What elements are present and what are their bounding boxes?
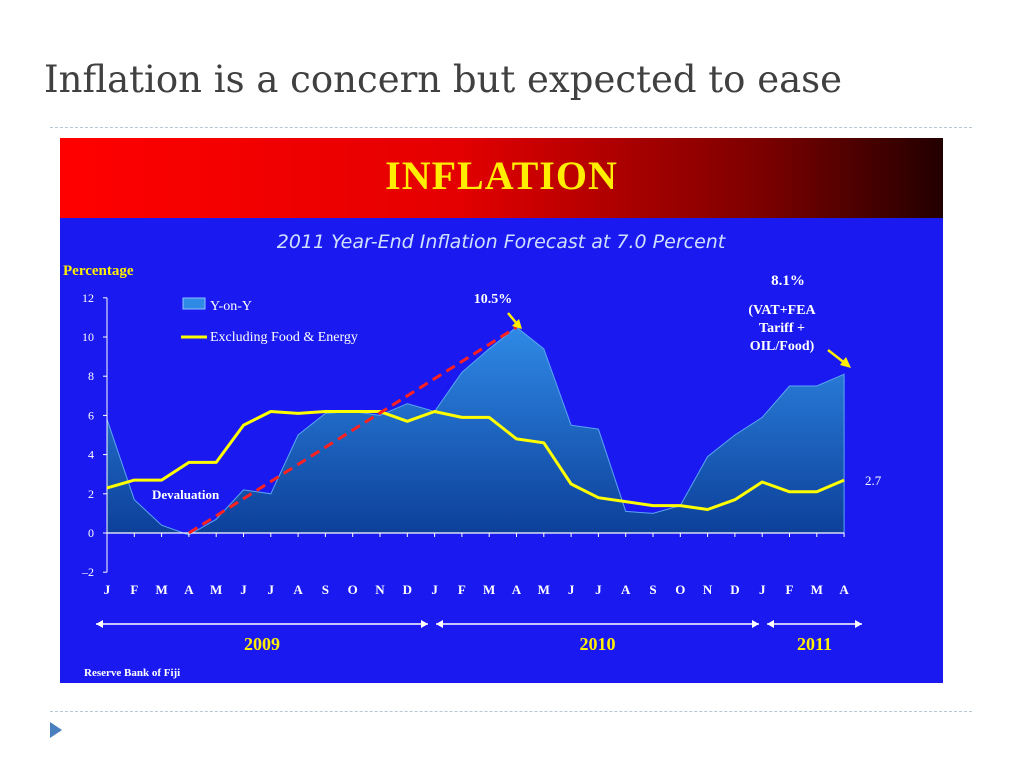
year-range-arrow-left-icon — [96, 620, 103, 628]
legend-yony-label: Y-on-Y — [210, 299, 252, 314]
x-tick-label: M — [538, 582, 550, 597]
year-range-arrow-right-icon — [752, 620, 759, 628]
x-tick-label: M — [483, 582, 495, 597]
x-tick-label: M — [210, 582, 222, 597]
year-range-arrow-left-icon — [767, 620, 774, 628]
source-label: Reserve Bank of Fiji — [84, 667, 180, 679]
top-divider — [50, 127, 972, 128]
inflation-banner: INFLATION — [60, 138, 943, 218]
x-tick-label: O — [675, 582, 685, 597]
x-tick-label: J — [240, 582, 247, 597]
x-tick-label: J — [759, 582, 766, 597]
year-label: 2009 — [244, 634, 280, 654]
core-inflation-line — [106, 410, 845, 511]
core-end-label: 2.7 — [865, 473, 882, 488]
y-tick-label: 6 — [88, 408, 94, 422]
banner-title: INFLATION — [385, 153, 618, 198]
yony-area — [106, 326, 845, 536]
latest-annotation-line4: OIL/Food) — [750, 339, 815, 354]
x-tick-label: M — [811, 582, 823, 597]
x-tick-label: A — [293, 582, 303, 597]
y-tick-label: –2 — [81, 565, 94, 579]
bullet-triangle-icon — [50, 722, 62, 738]
devaluation-label: Devaluation — [152, 487, 220, 502]
devaluation-trend-line — [188, 325, 518, 535]
y-tick-label: 12 — [82, 291, 94, 305]
x-tick-label: A — [621, 582, 631, 597]
slide-title: Inflation is a concern but expected to e… — [44, 58, 843, 101]
peak-arrow-head-icon — [512, 319, 522, 329]
latest-annotation-line3: Tariff + — [759, 321, 805, 336]
x-tick-label: F — [458, 582, 466, 597]
inflation-chart: 2011 Year-End Inflation Forecast at 7.0 … — [63, 231, 882, 679]
x-tick-label: D — [730, 582, 739, 597]
year-label: 2010 — [580, 634, 616, 654]
legend-core-label: Excluding Food & Energy — [210, 330, 358, 345]
x-tick-label: S — [322, 582, 329, 597]
x-tick-label: A — [184, 582, 194, 597]
y-tick-label: 8 — [88, 369, 94, 383]
x-tick-label: S — [649, 582, 656, 597]
x-tick-label: J — [595, 582, 602, 597]
y-tick-label: 4 — [88, 448, 94, 462]
year-range-arrow-left-icon — [436, 620, 443, 628]
chart-title: 2011 Year-End Inflation Forecast at 7.0 … — [277, 231, 727, 253]
latest-arrow-head-icon — [840, 357, 851, 368]
bottom-divider — [50, 711, 972, 712]
y-axis-label: Percentage — [63, 263, 134, 279]
x-tick-label: F — [130, 582, 138, 597]
latest-annotation-line2: (VAT+FEA — [748, 303, 816, 318]
y-tick-label: 2 — [88, 487, 94, 501]
x-tick-label: A — [512, 582, 522, 597]
x-tick-label: D — [403, 582, 412, 597]
peak-annotation: 10.5% — [474, 292, 513, 307]
x-tick-label: J — [568, 582, 575, 597]
x-tick-label: M — [155, 582, 167, 597]
x-tick-label: J — [104, 582, 111, 597]
x-tick-label: O — [348, 582, 358, 597]
x-tick-label: N — [703, 582, 713, 597]
x-tick-label: J — [431, 582, 438, 597]
year-range-arrow-right-icon — [421, 620, 428, 628]
x-tick-label: F — [786, 582, 794, 597]
year-ranges: 2009 2010 2011 — [96, 620, 862, 654]
year-range-arrow-right-icon — [855, 620, 862, 628]
inflation-panel: INFLATION 2011 Year-End Inflation Foreca… — [60, 138, 943, 683]
year-label: 2011 — [797, 634, 832, 654]
latest-annotation-line1: 8.1% — [771, 273, 805, 289]
x-tick-label: N — [375, 582, 385, 597]
plot-area: 12 10 8 6 4 2 0 –2 J F M A M J J A S O N D J F M A M J J A S O N D J F M A — [81, 291, 849, 597]
y-tick-label: 0 — [88, 526, 94, 540]
legend-area-swatch — [182, 297, 206, 310]
x-tick-label: A — [839, 582, 849, 597]
x-tick-label: J — [268, 582, 275, 597]
y-tick-label: 10 — [82, 330, 94, 344]
